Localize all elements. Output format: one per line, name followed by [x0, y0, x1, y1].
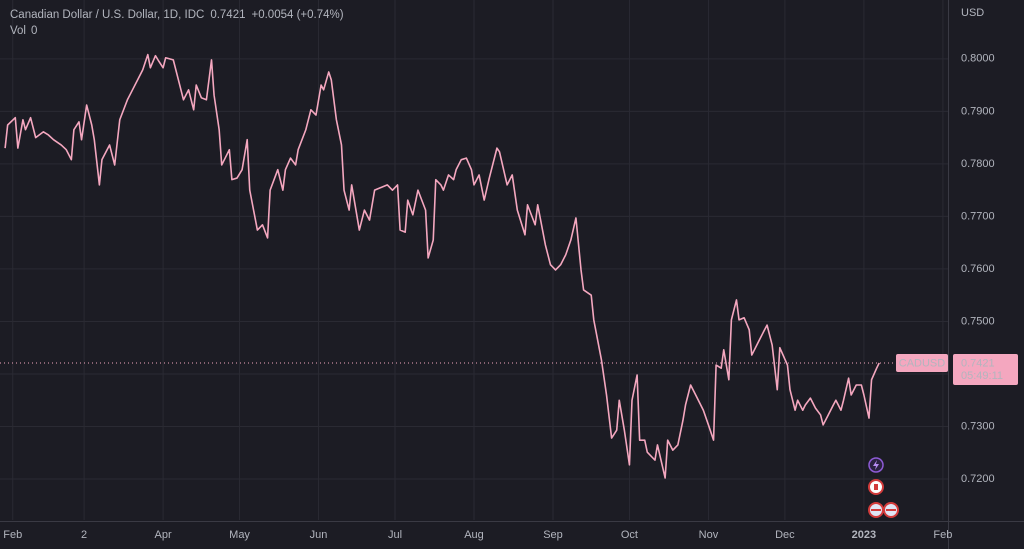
- countdown-text: 05:49:11: [961, 370, 1003, 382]
- header-text: Canadian Dollar / U.S. Dollar, 1D, IDC: [10, 9, 204, 21]
- y-tick-label: 0.7700: [961, 210, 995, 222]
- x-tick-label: Jul: [388, 529, 402, 541]
- y-tick-label: 0.7600: [961, 263, 995, 275]
- x-tick-label: May: [229, 529, 250, 541]
- symbol-tag-text: CADUSD: [899, 357, 946, 369]
- y-tick-label: 0.7500: [961, 315, 995, 327]
- x-tick-label: 2023: [852, 529, 876, 541]
- event-icons: [868, 457, 899, 518]
- y-tick-label: 0.7200: [961, 473, 995, 485]
- price-line: [4, 53, 880, 479]
- axis-unit: USD: [961, 7, 984, 19]
- event-icon-glyph: [874, 484, 878, 490]
- x-tick-label: Nov: [699, 529, 719, 541]
- x-tick-label: Oct: [621, 529, 638, 541]
- x-tick-label: Jun: [310, 529, 328, 541]
- plot: [0, 53, 948, 479]
- y-tick-label: 0.7900: [961, 105, 995, 117]
- volume-label: Vol: [10, 25, 26, 37]
- header-text: +0.0054 (+0.74%): [252, 9, 344, 21]
- y-tick-label: 0.7300: [961, 420, 995, 432]
- header-text: 0.7421: [210, 9, 245, 21]
- y-tick-label: 0.8000: [961, 53, 995, 65]
- x-tick-label: Apr: [155, 529, 172, 541]
- event-icon-glyph: [873, 460, 879, 470]
- labels: Canadian Dollar / U.S. Dollar, 1D, IDC 0.…: [3, 7, 1018, 541]
- x-tick-label: 2: [81, 529, 87, 541]
- x-tick-label: Dec: [775, 529, 795, 541]
- symbol-tag: [896, 353, 948, 372]
- price-tag-text: 0.7421: [961, 357, 995, 369]
- x-tick-label: Sep: [543, 529, 563, 541]
- x-tick-label: Feb: [933, 529, 952, 541]
- x-tick-label: Aug: [464, 529, 484, 541]
- volume-value: 0: [31, 25, 37, 37]
- y-tick-label: 0.7800: [961, 158, 995, 170]
- price-tag: [953, 353, 1018, 385]
- x-tick-label: Feb: [3, 529, 22, 541]
- event-icon-glyph: [871, 509, 881, 511]
- event-icon-glyph: [886, 509, 896, 511]
